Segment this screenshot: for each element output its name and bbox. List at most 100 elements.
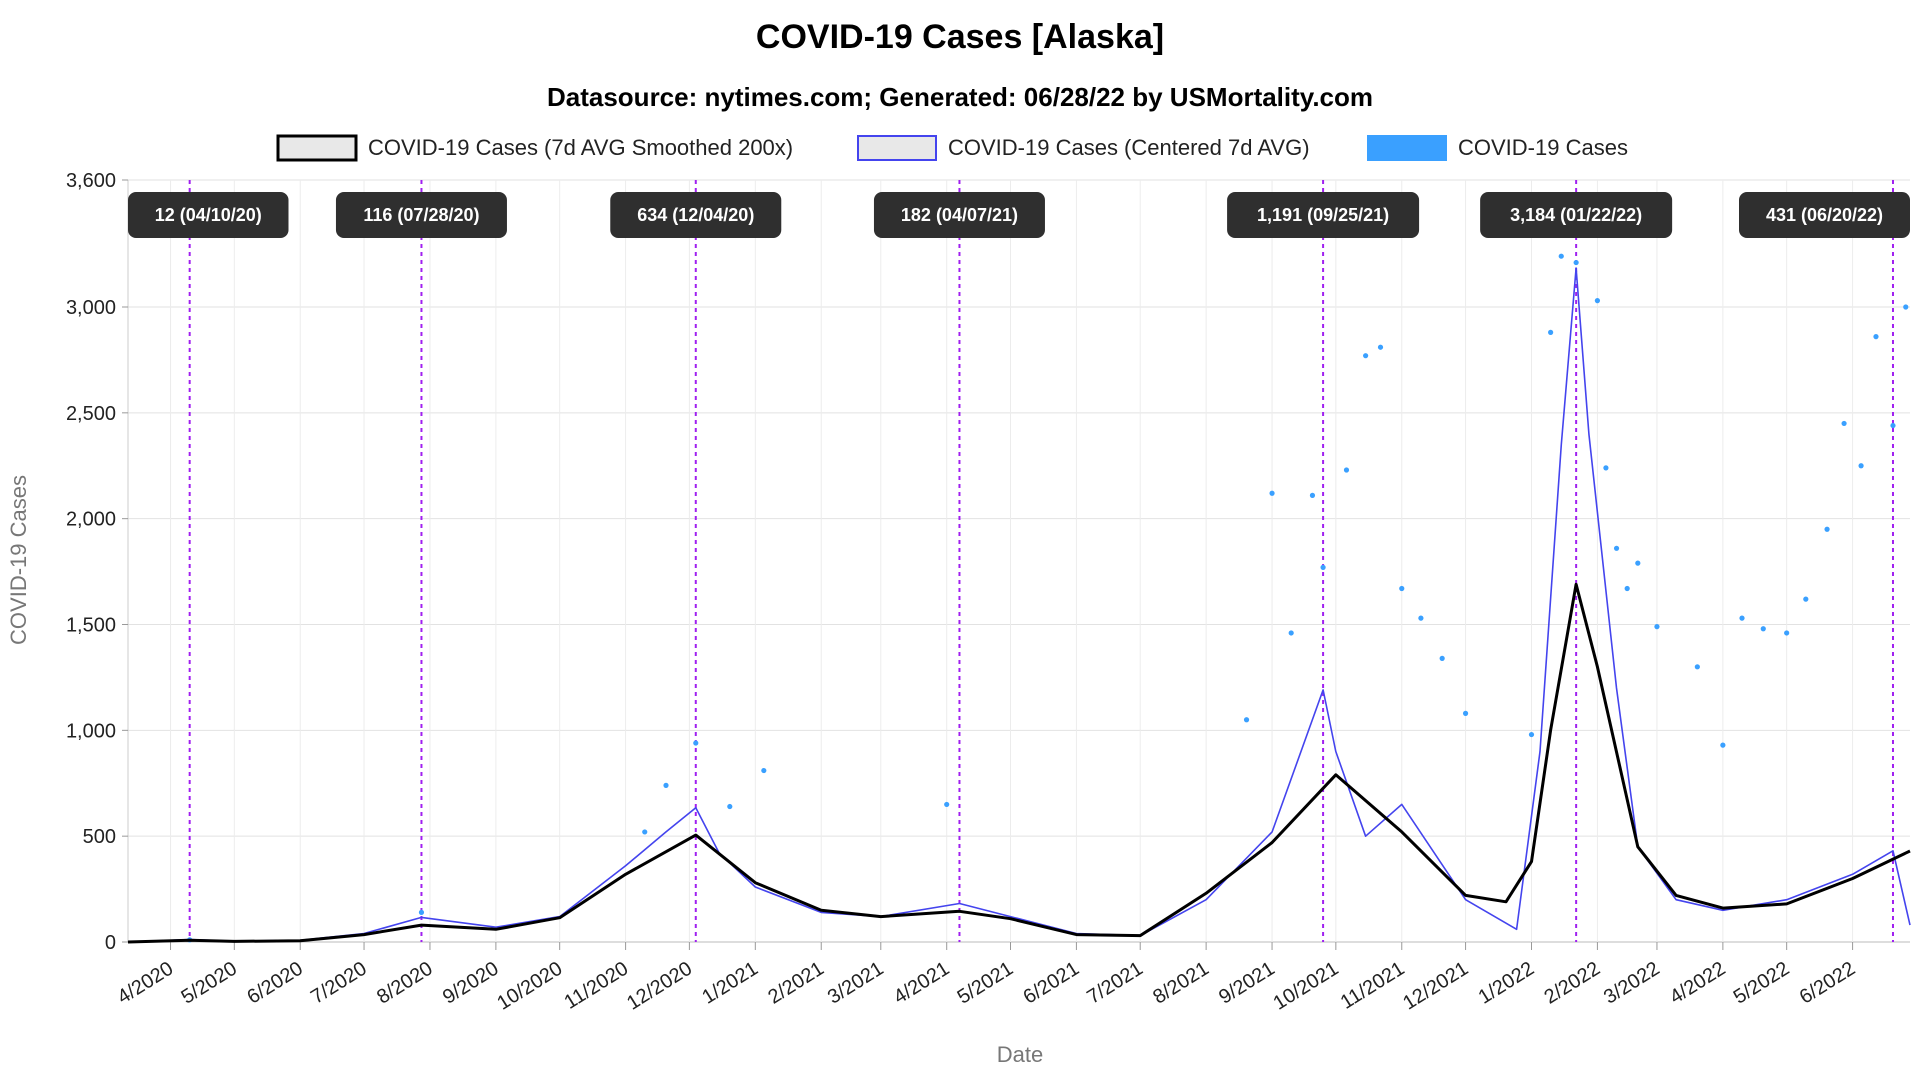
annotation-label: 12 (04/10/20) [155, 205, 262, 225]
annotation-label: 3,184 (01/22/22) [1510, 205, 1642, 225]
y-tick-label: 2,000 [66, 509, 116, 531]
case-point [1824, 526, 1830, 532]
chart-title: COVID-19 Cases [Alaska] [756, 18, 1164, 56]
x-tick-label: 5/2022 [1730, 958, 1794, 1009]
annotation-box [1227, 192, 1420, 238]
case-point [1363, 353, 1369, 359]
scatter-points [187, 253, 1909, 943]
x-tick-label: 11/2020 [561, 958, 633, 1014]
case-point [1760, 626, 1766, 632]
x-tick-label: 11/2021 [1337, 958, 1409, 1014]
y-tick-label: 2,500 [66, 403, 116, 425]
case-point [663, 782, 669, 788]
case-point [761, 767, 767, 774]
x-tick-label: 4/2021 [890, 958, 954, 1009]
legend-label-centered: COVID-19 Cases (Centered 7d AVG) [948, 135, 1310, 160]
case-point [1399, 585, 1405, 592]
x-tick-label: 5/2021 [954, 958, 1018, 1009]
case-point [944, 801, 950, 808]
x-tick-label: 2/2021 [764, 958, 828, 1009]
annotation-label: 116 (07/28/20) [363, 205, 479, 225]
chart-subtitle: Datasource: nytimes.com; Generated: 06/2… [547, 82, 1373, 112]
x-axis-ticks: 4/2020 5/2020 6/2020 7/2020 8/2020 9/202010/2… [114, 942, 1860, 1015]
case-point [1558, 253, 1564, 259]
case-point [1803, 596, 1809, 602]
legend: COVID-19 Cases (7d AVG Smoothed 200x) CO… [276, 134, 1628, 162]
annotation-label: 431 (06/20/22) [1766, 205, 1883, 225]
case-point [1269, 490, 1275, 496]
case-point [1873, 334, 1879, 340]
case-point [1890, 422, 1896, 429]
x-tick-label: 8/2020 [373, 958, 437, 1009]
case-point [727, 803, 733, 810]
case-point [1320, 564, 1326, 570]
y-tick-label: 1,500 [66, 615, 116, 637]
smoothed-7d-avg-line [127, 582, 1911, 944]
annotation-label: 1,191 (09/25/21) [1257, 205, 1389, 225]
x-tick-label: 7/2021 [1083, 958, 1147, 1009]
case-point [1243, 717, 1250, 723]
legend-swatch-centered [857, 135, 937, 161]
case-point [1288, 630, 1294, 636]
x-tick-label: 10/2020 [493, 958, 566, 1015]
x-tick-label: 6/2021 [1020, 958, 1084, 1009]
case-point [1573, 259, 1579, 266]
case-point [1739, 615, 1745, 621]
case-point [1418, 615, 1424, 621]
y-axis-title: COVID-19 Cases [6, 475, 31, 645]
x-tick-label: 3/2021 [824, 958, 888, 1009]
x-tick-label: 7/2020 [307, 958, 371, 1009]
x-tick-label: 5/2020 [177, 958, 241, 1009]
case-point [1654, 624, 1660, 630]
case-point [642, 829, 648, 835]
annotation-box [1739, 192, 1910, 238]
x-tick-label: 2/2022 [1541, 958, 1605, 1009]
annotation-box [610, 192, 782, 238]
case-point [1858, 463, 1864, 469]
x-tick-label: 12/2020 [623, 958, 696, 1015]
x-tick-label: 1/2021 [698, 958, 762, 1009]
series-lines [127, 267, 1911, 944]
annotation-box [128, 192, 289, 238]
case-point [1343, 467, 1350, 473]
y-tick-label: 500 [83, 826, 116, 848]
annotations: 12 (04/10/20) 116 (07/28/20) 634 (12/04/20… [128, 180, 1910, 942]
x-tick-label: 10/2021 [1270, 958, 1343, 1015]
annotation-box [1480, 192, 1673, 238]
case-point [1439, 655, 1445, 661]
x-tick-label: 6/2022 [1796, 958, 1860, 1009]
legend-label-smoothed: COVID-19 Cases (7d AVG Smoothed 200x) [368, 135, 793, 160]
case-point [1903, 304, 1909, 310]
annotation-box [335, 192, 507, 238]
case-point [1613, 545, 1620, 551]
x-tick-label: 9/2020 [439, 958, 503, 1009]
case-point [1548, 329, 1554, 335]
case-point [1694, 664, 1700, 670]
legend-label-cases: COVID-19 Cases [1458, 135, 1628, 160]
case-point [1528, 731, 1535, 738]
y-tick-label: 0 [105, 932, 116, 954]
x-tick-label: 12/2021 [1399, 958, 1472, 1015]
x-tick-label: 9/2021 [1215, 958, 1279, 1009]
case-point [1462, 710, 1469, 717]
centered-7d-avg-line [127, 267, 1911, 943]
x-tick-label: 3/2022 [1600, 958, 1664, 1009]
case-point [1594, 298, 1601, 304]
annotation-label: 182 (04/07/21) [901, 205, 1018, 225]
case-point [1377, 344, 1384, 350]
legend-swatch-smoothed [276, 134, 358, 162]
x-tick-label: 1/2022 [1475, 958, 1539, 1009]
case-point [1635, 560, 1641, 566]
case-point [418, 909, 425, 915]
case-point [1603, 465, 1609, 471]
x-tick-label: 4/2020 [114, 958, 178, 1009]
x-tick-label: 6/2020 [243, 958, 307, 1009]
case-point [1841, 420, 1847, 427]
y-tick-label: 3,600 [66, 170, 116, 192]
legend-swatch-cases [1367, 135, 1447, 161]
x-axis-title: Date [997, 1042, 1043, 1067]
case-point [1784, 630, 1790, 636]
case-point [693, 740, 699, 746]
x-tick-label: 4/2022 [1666, 958, 1730, 1009]
